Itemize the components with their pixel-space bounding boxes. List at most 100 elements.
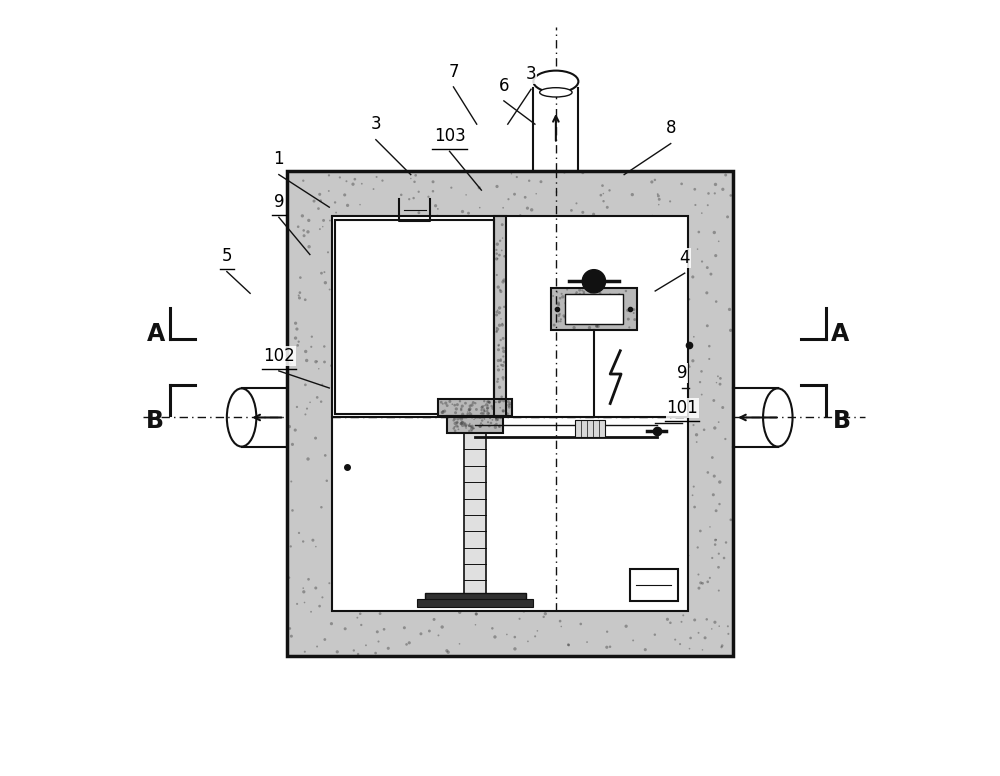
Point: [451, 478, 467, 490]
Point: [686, 331, 702, 343]
Point: [434, 621, 450, 633]
Point: [569, 286, 585, 299]
Point: [495, 202, 511, 214]
Point: [338, 175, 354, 188]
Point: [309, 355, 325, 368]
Point: [459, 408, 475, 421]
Point: [490, 372, 506, 385]
Point: [495, 342, 511, 355]
Point: [496, 293, 512, 306]
Point: [556, 215, 572, 227]
Bar: [551, 287, 637, 331]
Point: [565, 304, 581, 317]
Point: [425, 185, 441, 197]
Point: [639, 424, 655, 437]
Point: [493, 406, 509, 418]
Point: [456, 473, 472, 485]
Point: [313, 267, 329, 279]
Point: [482, 412, 498, 424]
Point: [588, 302, 604, 314]
Point: [599, 376, 615, 388]
Point: [369, 466, 385, 478]
Point: [704, 452, 720, 464]
Point: [401, 636, 417, 649]
Point: [515, 440, 531, 452]
Point: [367, 338, 383, 350]
Point: [529, 286, 545, 298]
Point: [521, 319, 537, 331]
Point: [431, 272, 447, 285]
Point: [482, 251, 498, 263]
Point: [696, 424, 712, 436]
Point: [492, 234, 508, 247]
Point: [521, 175, 537, 187]
Point: [556, 310, 572, 323]
Point: [465, 397, 481, 409]
Point: [444, 414, 460, 426]
Point: [444, 398, 460, 411]
Point: [521, 505, 537, 518]
Point: [438, 397, 454, 409]
Point: [324, 210, 340, 223]
Point: [694, 255, 710, 268]
Point: [309, 640, 325, 653]
Bar: [447, 416, 503, 433]
Point: [584, 397, 600, 410]
Point: [366, 183, 382, 196]
Point: [429, 210, 445, 223]
Point: [545, 289, 561, 302]
Point: [441, 386, 457, 398]
Point: [704, 622, 720, 635]
Point: [513, 452, 529, 465]
Point: [374, 427, 390, 439]
Point: [579, 513, 595, 525]
Point: [404, 251, 420, 263]
Point: [681, 293, 697, 306]
Point: [345, 178, 361, 190]
Point: [552, 308, 568, 320]
Point: [476, 400, 492, 412]
Point: [637, 643, 653, 656]
Point: [406, 192, 422, 204]
Point: [488, 414, 504, 426]
Point: [329, 646, 345, 658]
Point: [623, 496, 639, 508]
Point: [617, 413, 633, 425]
Point: [281, 421, 297, 433]
Point: [477, 405, 493, 417]
Point: [323, 359, 339, 372]
Point: [662, 596, 678, 608]
Point: [658, 563, 674, 575]
Point: [369, 625, 385, 638]
Point: [617, 468, 633, 480]
Point: [651, 445, 667, 458]
Point: [388, 512, 404, 525]
Point: [329, 445, 345, 458]
Point: [500, 193, 516, 206]
Point: [317, 276, 333, 289]
Point: [602, 289, 618, 301]
Point: [556, 166, 572, 178]
Point: [472, 420, 488, 432]
Point: [478, 579, 494, 591]
Point: [646, 301, 662, 314]
Point: [620, 304, 636, 317]
Point: [341, 496, 357, 508]
Point: [482, 359, 498, 371]
Point: [463, 421, 479, 433]
Point: [552, 292, 568, 304]
Point: [491, 547, 507, 559]
Point: [635, 435, 651, 448]
Point: [669, 545, 685, 557]
Point: [413, 628, 429, 640]
Point: [601, 585, 617, 598]
Point: [375, 571, 391, 584]
Point: [401, 542, 417, 555]
Point: [644, 374, 660, 386]
Point: [426, 462, 442, 474]
Point: [374, 234, 390, 246]
Point: [416, 491, 432, 504]
Point: [711, 498, 727, 511]
Point: [496, 300, 512, 313]
Point: [497, 250, 513, 262]
